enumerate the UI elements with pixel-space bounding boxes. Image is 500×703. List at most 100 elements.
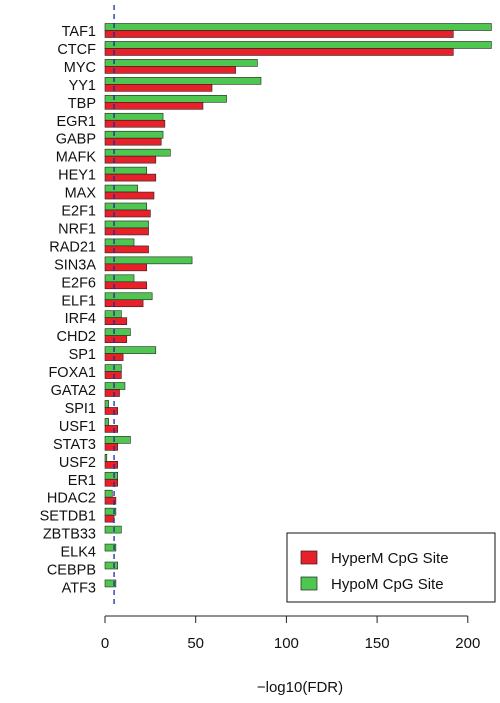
category-label-elf1: ELF1 [61, 293, 96, 309]
bar-hyper-stat3 [104, 443, 118, 451]
bar-hypo-yy1 [104, 77, 262, 85]
category-label-atf3: ATF3 [62, 580, 96, 596]
bar-hyper-egr1 [104, 119, 166, 128]
bar-hyper-spi1 [104, 407, 118, 415]
bar-hyper-max [104, 191, 155, 200]
bar-hyper-ctcf [104, 48, 454, 56]
category-label-hey1: HEY1 [58, 168, 96, 184]
bar-hyper-gata2 [104, 389, 120, 397]
bar-hyper-nrf1 [104, 227, 149, 236]
bar-hypo-sin3a [104, 256, 193, 265]
category-label-zbtb33: ZBTB33 [43, 527, 96, 543]
bar-hypo-mafk [104, 148, 171, 157]
category-label-er1: ER1 [68, 473, 96, 489]
category-label-myc: MYC [64, 60, 96, 76]
category-labels: TAF1 CTCF MYC YY1 TBP EGR1 GABP MAFK HEY1 MAX E2F1… [40, 24, 97, 596]
bar-hyper-e2f6 [104, 281, 148, 290]
bar-hyper-tbp [104, 102, 204, 110]
bar-hypo-ctcf [104, 41, 492, 49]
bar-hyper-taf1 [104, 30, 454, 38]
category-label-spi1: SPI1 [65, 401, 96, 417]
bar-hyper-setdb1 [104, 514, 115, 523]
bar-hypo-irf4 [104, 310, 122, 319]
bar-hyper-usf2 [104, 460, 118, 469]
bar-hypo-atf3 [104, 579, 117, 588]
x-tick-label-100: 100 [274, 635, 299, 652]
bars-layer [104, 23, 492, 588]
bar-hypo-e2f1 [104, 202, 148, 211]
legend-swatch-hypom [300, 576, 318, 591]
category-label-taf1: TAF1 [62, 24, 96, 40]
bar-hypo-spi1 [104, 400, 109, 408]
bar-hypo-er1 [104, 471, 118, 480]
bar-hypo-nrf1 [104, 220, 149, 229]
category-label-irf4: IRF4 [65, 311, 96, 327]
category-label-egr1: EGR1 [57, 114, 97, 130]
bar-hyper-myc [104, 66, 236, 74]
bar-hypo-elf1 [104, 292, 153, 301]
category-label-stat3: STAT3 [53, 437, 96, 453]
category-label-e2f1: E2F1 [61, 204, 96, 220]
category-label-max: MAX [65, 186, 97, 202]
bar-hypo-zbtb33 [104, 525, 122, 534]
bar-hyper-mafk [104, 155, 157, 164]
category-label-hdac2: HDAC2 [47, 491, 96, 507]
bar-hypo-usf1 [104, 418, 109, 426]
bar-hypo-myc [104, 59, 258, 67]
bar-hyper-elf1 [104, 299, 144, 308]
bar-hypo-gata2 [104, 382, 126, 390]
category-label-usf2: USF2 [59, 455, 96, 471]
x-axis-label: −log10(FDR) [257, 679, 343, 696]
category-label-sp1: SP1 [69, 347, 96, 363]
category-label-sin3a: SIN3A [54, 257, 96, 273]
category-label-tbp: TBP [68, 96, 96, 112]
bar-hypo-foxa1 [104, 364, 122, 372]
bar-hyper-foxa1 [104, 371, 122, 379]
legend-swatch-hyperm [300, 550, 318, 565]
bar-hypo-max [104, 184, 138, 193]
bar-hypo-hey1 [104, 166, 148, 175]
category-label-mafk: MAFK [56, 150, 97, 166]
bar-hypo-cebpb [104, 561, 118, 570]
bar-hypo-hdac2 [104, 489, 113, 498]
bar-hyper-er1 [104, 478, 118, 487]
category-label-yy1: YY1 [69, 78, 96, 94]
bar-hypo-tbp [104, 95, 227, 103]
category-label-rad21: RAD21 [49, 239, 96, 255]
category-label-foxa1: FOXA1 [48, 365, 96, 381]
legend-label-hypom: HypoM CpG Site [331, 576, 444, 593]
bar-hypo-stat3 [104, 436, 131, 444]
bar-hyper-hdac2 [104, 496, 117, 505]
bar-hyper-rad21 [104, 245, 149, 254]
bar-hypo-rad21 [104, 238, 135, 247]
category-label-usf1: USF1 [59, 419, 96, 435]
legend-box [286, 532, 496, 603]
bar-hyper-usf1 [104, 425, 118, 433]
x-tick-label-200: 200 [455, 635, 480, 652]
bar-hypo-usf2 [104, 453, 108, 462]
category-label-nrf1: NRF1 [58, 221, 96, 237]
bar-hypo-e2f6 [104, 274, 135, 283]
bar-hyper-chd2 [104, 335, 128, 343]
x-tick-label-150: 150 [365, 635, 390, 652]
category-label-cebpb: CEBPB [47, 563, 96, 579]
x-tick-label-50: 50 [187, 635, 204, 652]
bar-hyper-sin3a [104, 263, 148, 272]
bar-hyper-irf4 [104, 317, 128, 326]
bar-hyper-e2f1 [104, 209, 151, 218]
x-axis: 0 50 100 150 200 [101, 615, 480, 652]
x-tick-label-0: 0 [101, 635, 109, 652]
category-label-chd2: CHD2 [57, 329, 96, 345]
category-label-setdb1: SETDB1 [40, 509, 96, 525]
bar-hyper-gabp [104, 137, 162, 146]
category-label-elk4: ELK4 [61, 545, 96, 561]
bar-hypo-sp1 [104, 346, 157, 354]
category-label-gata2: GATA2 [51, 383, 96, 399]
bar-hypo-taf1 [104, 23, 492, 31]
bar-hypo-elk4 [104, 543, 117, 552]
category-label-e2f6: E2F6 [61, 275, 96, 291]
bar-hyper-yy1 [104, 84, 213, 92]
bar-hypo-chd2 [104, 328, 131, 336]
bar-hyper-hey1 [104, 173, 157, 182]
